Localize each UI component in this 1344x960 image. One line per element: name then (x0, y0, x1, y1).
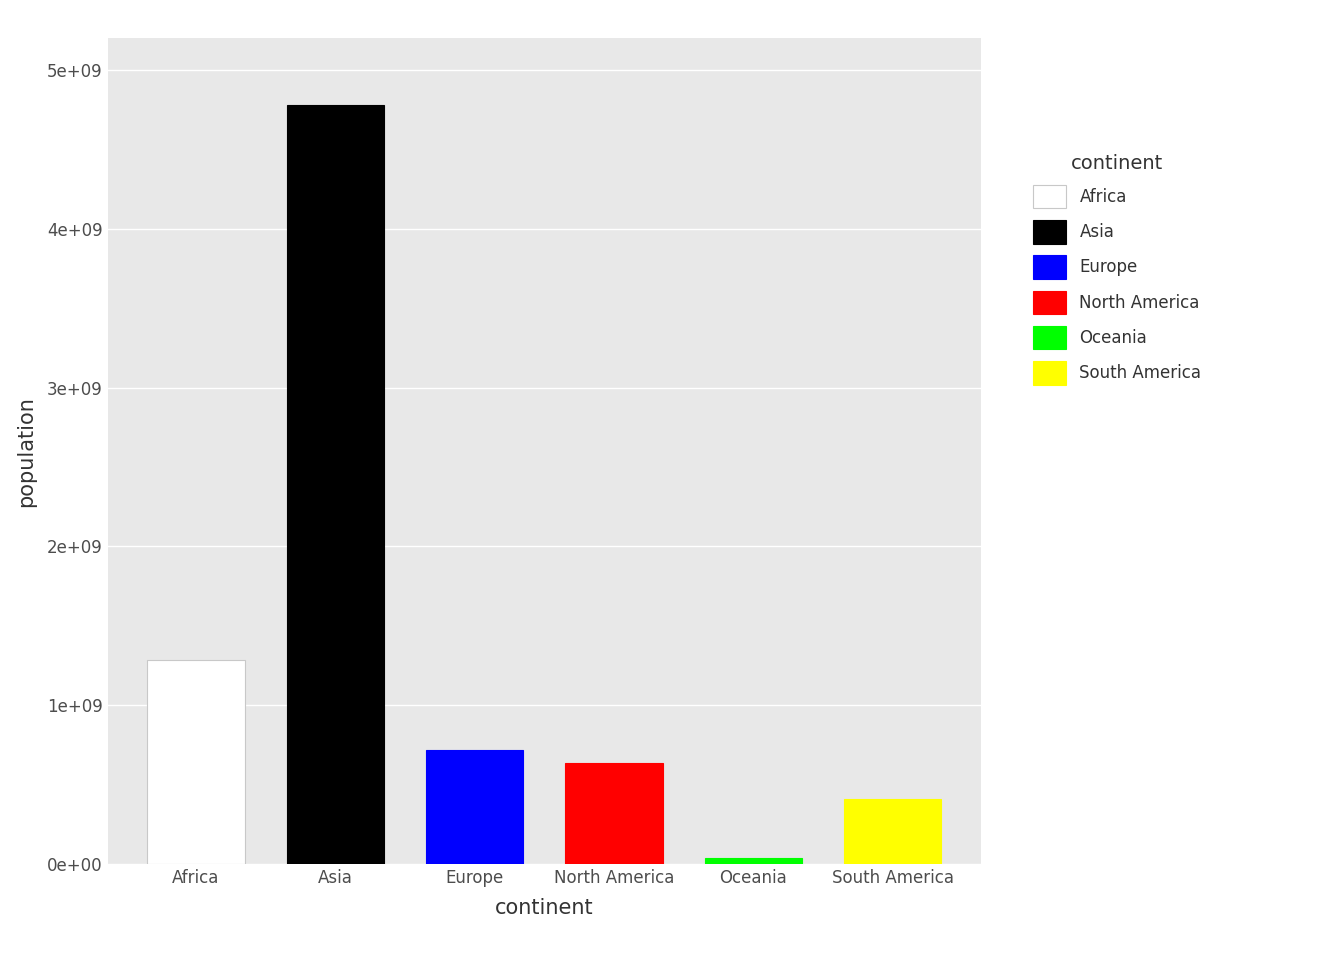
Bar (426, 750, 523, 864)
Y-axis label: population: population (16, 396, 36, 507)
X-axis label: continent: continent (495, 898, 594, 918)
Bar (704, 858, 802, 864)
Bar (566, 763, 663, 864)
Bar (844, 799, 941, 864)
Legend: Africa, Asia, Europe, North America, Oceania, South America: Africa, Asia, Europe, North America, Oce… (1024, 146, 1210, 393)
Bar (148, 660, 245, 864)
Bar (286, 106, 384, 864)
